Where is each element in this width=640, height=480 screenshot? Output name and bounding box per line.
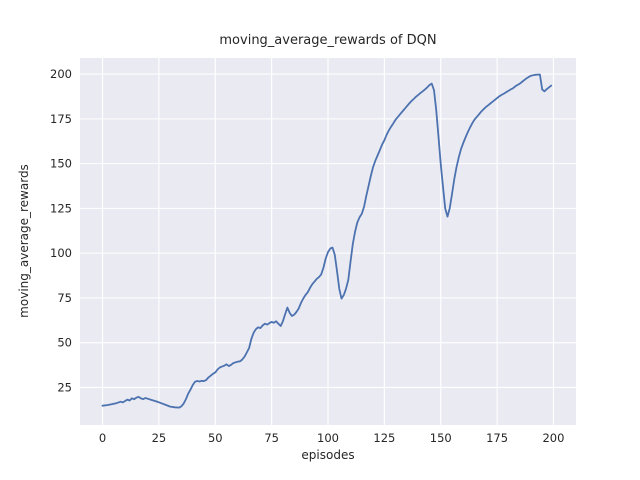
svg-text:100: 100 [317,431,339,445]
svg-text:200: 200 [50,67,72,81]
svg-text:25: 25 [152,431,167,445]
svg-text:0: 0 [99,431,106,445]
y-axis-label: moving_average_rewards [17,164,31,318]
svg-text:25: 25 [57,380,72,394]
svg-text:50: 50 [208,431,223,445]
chart-title: moving_average_rewards of DQN [219,33,436,48]
grid-lines [80,58,576,425]
svg-text:175: 175 [50,112,72,126]
svg-text:200: 200 [542,431,564,445]
svg-text:100: 100 [50,246,72,260]
svg-text:125: 125 [50,201,72,215]
svg-text:150: 150 [430,431,452,445]
y-tick-labels: 25 50 75 100 125 150 175 200 [50,67,72,394]
svg-text:175: 175 [486,431,508,445]
svg-text:75: 75 [57,291,72,305]
x-axis-label: episodes [301,448,354,462]
svg-text:50: 50 [57,336,72,350]
reward-line [101,73,553,409]
svg-text:125: 125 [373,431,395,445]
x-tick-labels: 0 25 50 75 100 125 150 175 200 [99,431,565,445]
svg-text:75: 75 [264,431,279,445]
svg-text:150: 150 [50,157,72,171]
